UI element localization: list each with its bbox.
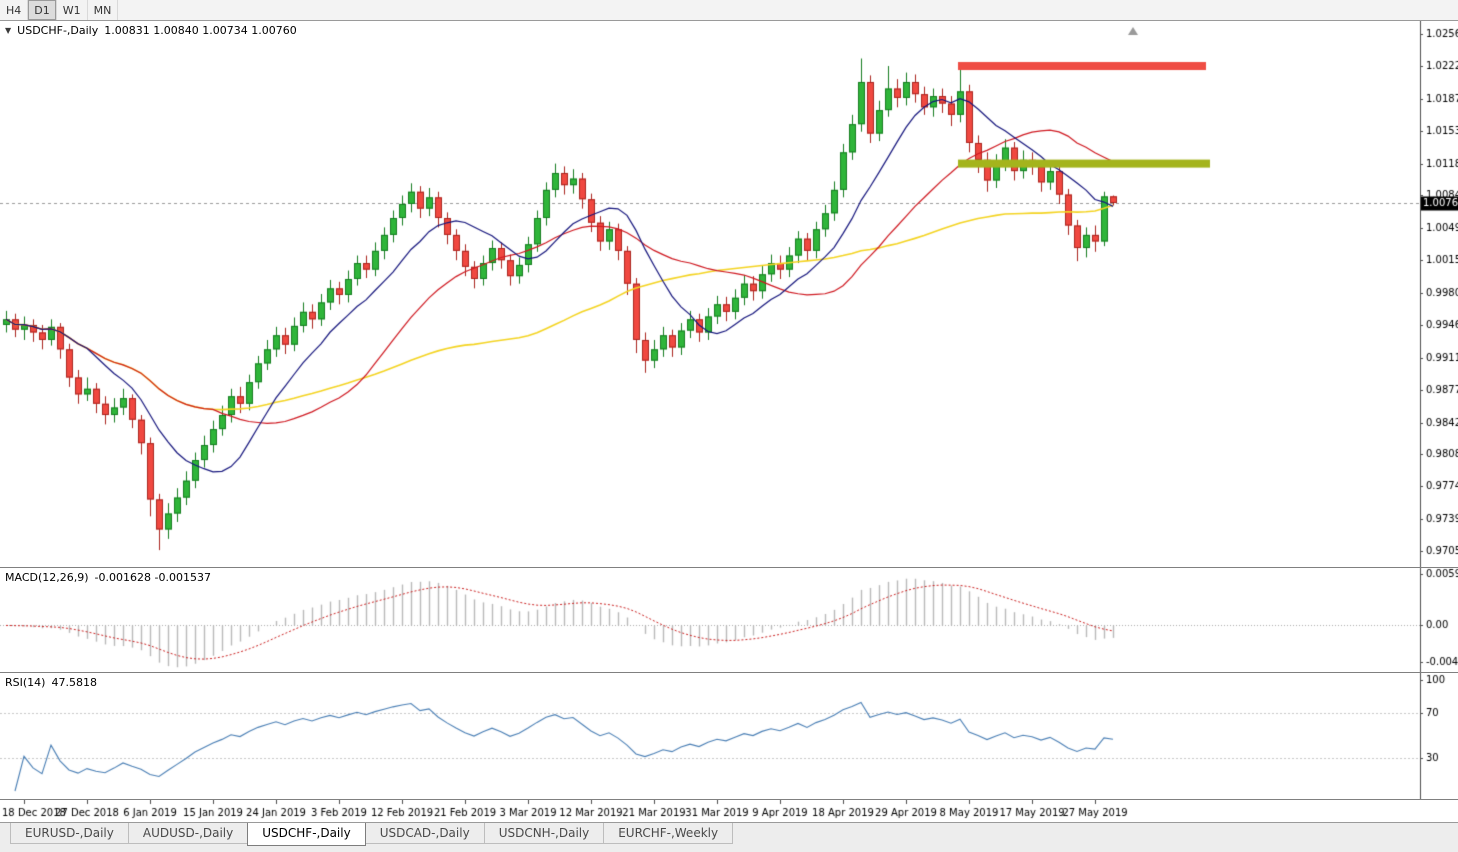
tab-usdcnh-daily[interactable]: USDCNH-,Daily: [483, 823, 605, 844]
chart-collapse-icon[interactable]: ▼: [5, 26, 12, 35]
chart-tabs-bar: EURUSD-,Daily AUDUSD-,Daily USDCHF-,Dail…: [0, 822, 1458, 852]
rsi-indicator-pane: RSI(14) 47.5818: [0, 672, 1458, 799]
timeframe-h4-button[interactable]: H4: [0, 0, 29, 20]
tab-eurusd-daily[interactable]: EURUSD-,Daily: [10, 823, 129, 844]
timeframe-toolbar: H4 D1 W1 MN: [0, 0, 1458, 21]
timeframe-mn-button[interactable]: MN: [88, 0, 119, 20]
rsi-canvas[interactable]: [0, 673, 1458, 799]
tab-usdcad-daily[interactable]: USDCAD-,Daily: [364, 823, 485, 844]
timeframe-w1-button[interactable]: W1: [57, 0, 88, 20]
date-axis-canvas: [0, 800, 1458, 822]
macd-indicator-pane: MACD(12,26,9) -0.001628 -0.001537: [0, 567, 1458, 672]
tab-usdchf-daily[interactable]: USDCHF-,Daily: [247, 823, 366, 846]
tab-eurchf-weekly[interactable]: EURCHF-,Weekly: [603, 823, 734, 844]
price-chart-pane: ▼ USDCHF-,Daily 1.00831 1.00840 1.00734 …: [0, 21, 1458, 567]
timeframe-d1-button[interactable]: D1: [28, 0, 57, 20]
macd-canvas[interactable]: [0, 568, 1458, 672]
tab-audusd-daily[interactable]: AUDUSD-,Daily: [127, 823, 249, 844]
date-axis: [0, 799, 1458, 822]
price-chart-canvas[interactable]: [0, 21, 1458, 567]
